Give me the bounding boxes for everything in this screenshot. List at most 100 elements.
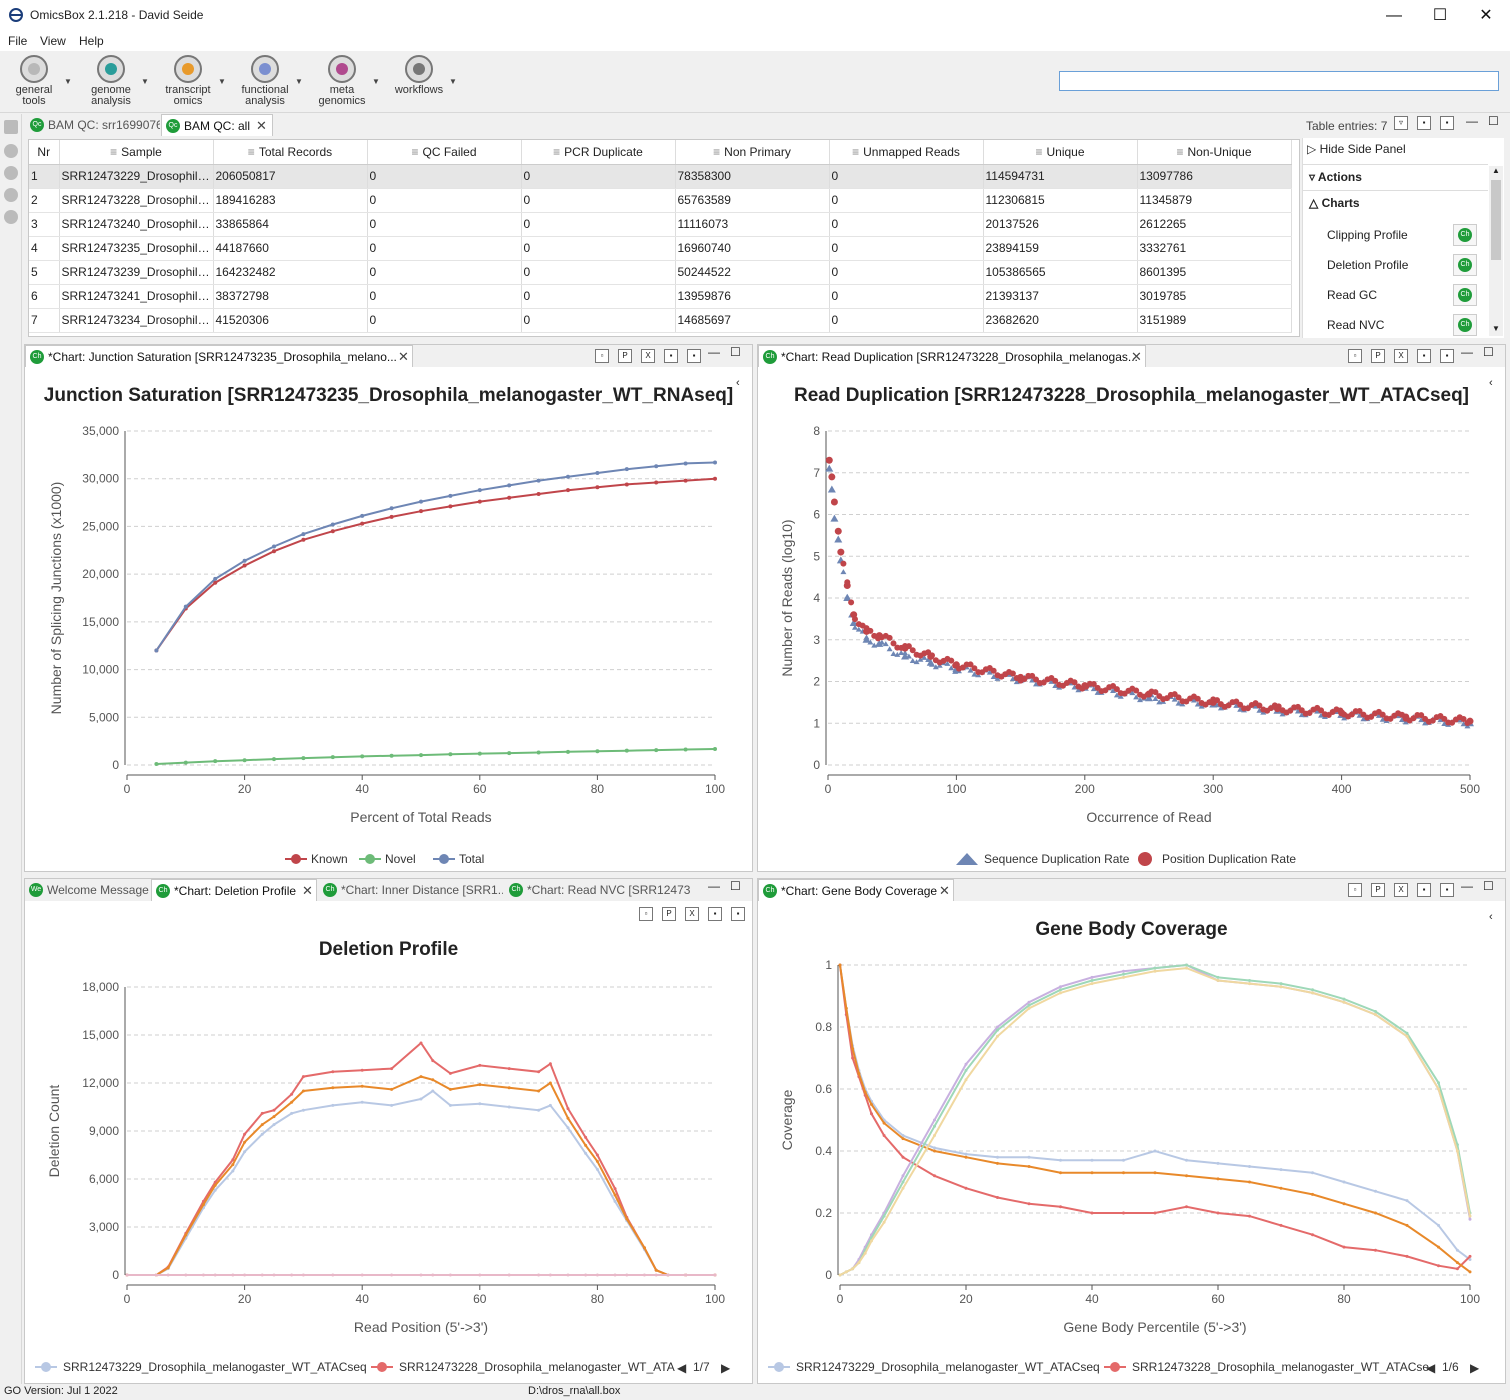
toolbar-button-4[interactable]: meta genomics ▼ <box>310 53 380 111</box>
chart-tab[interactable]: Ch *Chart: Junction Saturation [SRR124732… <box>25 345 413 367</box>
close-tab-icon[interactable]: ✕ <box>939 883 950 898</box>
export-image-icon[interactable]: ▫ <box>1348 883 1362 897</box>
panel-minimize-icon[interactable]: — <box>1461 345 1473 359</box>
save-as-icon[interactable]: ▪ <box>1440 883 1454 897</box>
close-tab-icon[interactable]: ✕ <box>398 349 409 364</box>
dropdown-arrow-icon[interactable]: ▼ <box>218 77 226 86</box>
filter-table-icon[interactable]: ▿ <box>1394 116 1408 130</box>
export-excel-icon[interactable]: X <box>1394 349 1408 363</box>
export-excel-icon[interactable]: X <box>685 907 699 921</box>
save-as-icon[interactable]: ▪ <box>687 349 701 363</box>
table-row[interactable]: 4 SRR12473235_Drosophila_... 44187660 0 0 169… <box>29 236 1292 261</box>
filter-icon[interactable]: ≡ <box>1176 144 1184 159</box>
table-row[interactable]: 6 SRR12473241_Drosophila_... 38372798 0 0 139… <box>29 284 1292 309</box>
column-header[interactable]: ≡ QC Failed <box>367 140 522 165</box>
file-icon[interactable] <box>4 188 18 202</box>
save-as-icon[interactable]: ▪ <box>1440 349 1454 363</box>
save-as-icon[interactable]: ▪ <box>1440 116 1454 130</box>
export-image-icon[interactable]: ▫ <box>595 349 609 363</box>
panel-maximize-icon[interactable]: ☐ <box>1483 879 1494 893</box>
column-header[interactable]: ≡ Sample <box>59 140 214 165</box>
chart-tab[interactable]: Ch *Chart: Deletion Profile ✕ <box>151 879 317 901</box>
legend-prev-icon[interactable]: ◀ <box>1426 1361 1436 1375</box>
legend-label[interactable]: SRR12473228_Drosophila_melanogaster_WT_A… <box>399 1360 675 1374</box>
export-pdf-icon[interactable]: P <box>618 349 632 363</box>
dropdown-arrow-icon[interactable]: ▼ <box>449 77 457 86</box>
collapse-arrow-icon[interactable]: ‹ <box>1489 911 1493 923</box>
save-as-icon[interactable]: ▪ <box>731 907 745 921</box>
scroll-thumb[interactable] <box>1491 180 1501 260</box>
table-row[interactable]: 5 SRR12473239_Drosophila_... 164232482 0 0 50… <box>29 260 1292 285</box>
filter-icon[interactable]: ≡ <box>852 144 860 159</box>
export-excel-icon[interactable]: X <box>641 349 655 363</box>
legend-label[interactable]: SRR12473229_Drosophila_melanogaster_WT_A… <box>63 1360 367 1374</box>
open-chart-button[interactable]: Ch <box>1453 284 1477 306</box>
export-pdf-icon[interactable]: P <box>1371 349 1385 363</box>
save-icon[interactable]: ▪ <box>708 907 722 921</box>
toolbar-button-5[interactable]: workflows ▼ <box>387 53 457 111</box>
app-icon[interactable] <box>4 210 18 224</box>
open-chart-button[interactable]: Ch <box>1453 314 1477 336</box>
chart-tab[interactable]: Ch *Chart: Read NVC [SRR12473... <box>505 879 691 901</box>
legend-prev-icon[interactable]: ◀ <box>677 1361 687 1375</box>
filter-icon[interactable]: ≡ <box>1035 144 1043 159</box>
filter-icon[interactable]: ≡ <box>411 144 419 159</box>
chart-item-2[interactable]: Read GC Ch <box>1327 284 1510 310</box>
close-tab-icon[interactable]: ✕ <box>302 883 313 898</box>
toolbar-button-0[interactable]: general tools ▼ <box>2 53 72 111</box>
table-row[interactable]: 2 SRR12473228_Drosophila_... 189416283 0 0 65… <box>29 188 1292 213</box>
table-row[interactable]: 7 SRR12473234_Drosophila_... 41520306 0 0 146… <box>29 308 1292 333</box>
dropdown-arrow-icon[interactable]: ▼ <box>295 77 303 86</box>
project-icon[interactable] <box>4 144 18 158</box>
column-header[interactable]: ≡ Unmapped Reads <box>829 140 984 165</box>
restore-icon[interactable] <box>4 120 18 134</box>
close-tab-icon[interactable]: ✕ <box>1131 349 1142 364</box>
column-header[interactable]: ≡ Unique <box>983 140 1138 165</box>
toolbar-button-2[interactable]: transcript omics ▼ <box>156 53 226 111</box>
tab-bam-qc-all[interactable]: Qc BAM QC: all ✕ <box>161 114 273 136</box>
legend-next-icon[interactable]: ▶ <box>1470 1361 1480 1375</box>
toolbar-button-3[interactable]: functional analysis ▼ <box>233 53 303 111</box>
open-chart-button[interactable]: Ch <box>1453 224 1477 246</box>
export-pdf-icon[interactable]: P <box>662 907 676 921</box>
chart-item-3[interactable]: Read NVC Ch <box>1327 314 1510 340</box>
open-chart-button[interactable]: Ch <box>1453 254 1477 276</box>
column-header[interactable]: ≡ Non-Unique <box>1137 140 1292 165</box>
table-row[interactable]: 1 SRR12473229_Drosophila_... 206050817 0 0 78… <box>29 164 1292 189</box>
legend-label[interactable]: SRR12473229_Drosophila_melanogaster_WT_A… <box>796 1360 1100 1374</box>
legend-next-icon[interactable]: ▶ <box>721 1361 731 1375</box>
actions-section[interactable]: ▿ Actions <box>1309 170 1362 184</box>
panel-maximize-icon[interactable]: ☐ <box>730 879 741 893</box>
maximize-button[interactable]: ☐ <box>1432 7 1448 24</box>
save-icon[interactable]: ▪ <box>664 349 678 363</box>
menu-file[interactable]: File <box>8 34 28 48</box>
minimize-button[interactable]: — <box>1386 7 1402 24</box>
collapse-arrow-icon[interactable]: ‹ <box>736 377 740 389</box>
save-icon[interactable]: ▪ <box>1417 349 1431 363</box>
export-image-icon[interactable]: ▫ <box>639 907 653 921</box>
save-icon[interactable]: ▪ <box>1417 116 1431 130</box>
column-header[interactable]: ≡ Total Records <box>213 140 368 165</box>
export-excel-icon[interactable]: X <box>1394 883 1408 897</box>
charts-section[interactable]: △ Charts <box>1309 196 1360 210</box>
legend-label[interactable]: Known <box>311 852 348 866</box>
tab-bam-qc-srr1699076[interactable]: Qc BAM QC: srr1699076 <box>26 114 160 136</box>
chart-tab[interactable]: Ch *Chart: Gene Body Coverage ✕ <box>758 879 954 901</box>
panel-minimize-icon[interactable]: — <box>708 879 720 893</box>
export-image-icon[interactable]: ▫ <box>1348 349 1362 363</box>
close-window-button[interactable]: ✕ <box>1479 7 1493 24</box>
panel-minimize-icon[interactable]: — <box>708 345 720 359</box>
filter-icon[interactable]: ≡ <box>247 144 255 159</box>
export-pdf-icon[interactable]: P <box>1371 883 1385 897</box>
toolbar-button-1[interactable]: genome analysis ▼ <box>79 53 149 111</box>
panel-maximize-icon[interactable]: ☐ <box>1483 345 1494 359</box>
scroll-up-icon[interactable]: ▲ <box>1492 166 1500 175</box>
filter-icon[interactable]: ≡ <box>553 144 561 159</box>
panel-maximize-icon[interactable]: ☐ <box>730 345 741 359</box>
legend-label[interactable]: Novel <box>385 852 416 866</box>
hide-side-panel-toggle[interactable]: ▷ Hide Side Panel <box>1307 142 1406 156</box>
close-tab-icon[interactable]: ✕ <box>256 118 267 133</box>
chart-item-0[interactable]: Clipping Profile Ch <box>1327 224 1510 250</box>
column-header[interactable]: Nr <box>29 140 60 165</box>
chart-item-1[interactable]: Deletion Profile Ch <box>1327 254 1510 280</box>
